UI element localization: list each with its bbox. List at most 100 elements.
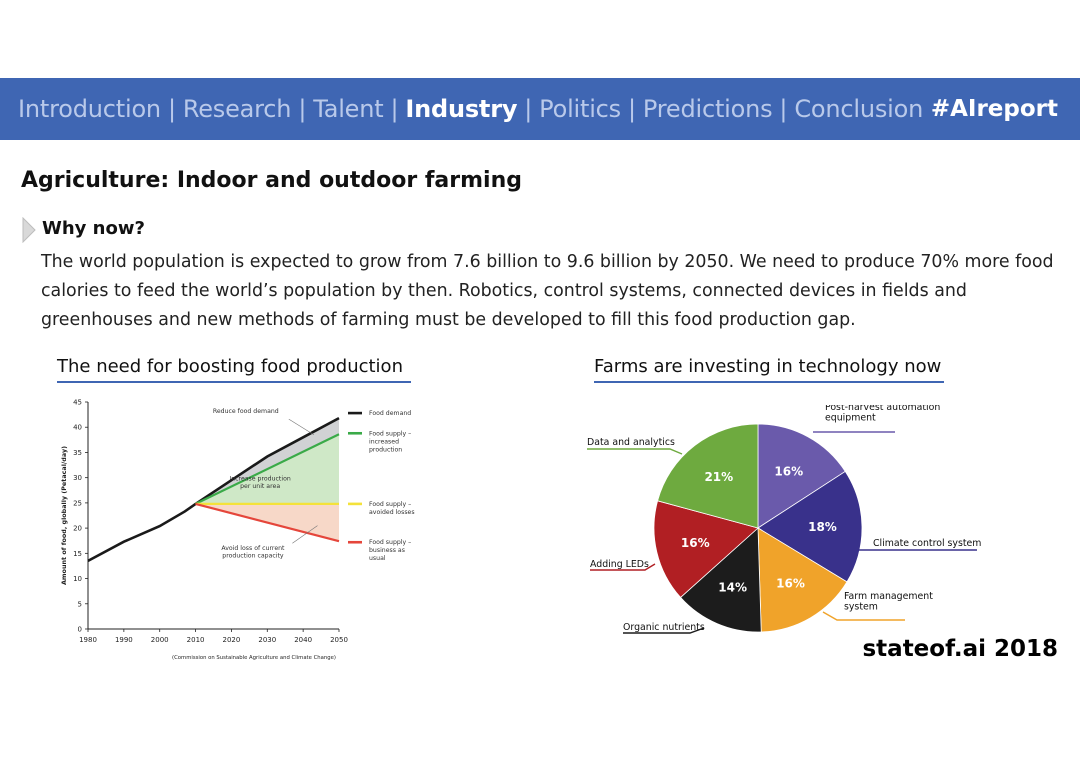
legend-label-line: Food supply – <box>369 539 411 546</box>
legend-label-line: business as <box>369 547 405 554</box>
annotation-label-line: per unit area <box>240 483 280 490</box>
pie-category-label: Organic nutrients <box>623 622 705 633</box>
series-line-1 <box>195 433 340 505</box>
x-tick-label: 2050 <box>330 636 348 644</box>
pie-category-label: Farm management system <box>844 591 933 613</box>
pie-category-label: Climate control system <box>873 538 981 549</box>
pie-category-label: Data and analytics <box>587 437 675 448</box>
pie-category-label-line: system <box>844 602 878 613</box>
nav-item-predictions[interactable]: Predictions <box>642 95 773 123</box>
pie-percent-label: 16% <box>776 577 805 591</box>
pie-category-label-line: Farm management <box>844 591 933 602</box>
nav-item-talent[interactable]: Talent <box>313 95 384 123</box>
brand-footer: stateof.ai 2018 <box>862 636 1058 662</box>
technology-investment-pie-chart: 16% Post-harvest automation equipment 18% Cl… <box>587 405 981 634</box>
pie-category-label-line: Post-harvest automation <box>825 405 940 413</box>
annotation-label: Increase production per unit area <box>229 476 290 491</box>
nav-item-conclusion[interactable]: Conclusion <box>794 95 924 123</box>
reduce-demand-area <box>195 418 339 504</box>
nav-separator: | <box>628 95 636 123</box>
legend-label-line: Food supply – <box>369 501 411 508</box>
nav-separator: | <box>779 95 788 123</box>
annotation-pointer <box>292 525 318 544</box>
pie-slice-4 <box>653 500 759 598</box>
annotation-label-line: Increase production <box>229 476 290 483</box>
y-tick-label: 20 <box>73 525 82 533</box>
page-title: Agriculture: Indoor and outdoor farming <box>21 168 522 193</box>
nav-item-research[interactable]: Research <box>182 95 292 123</box>
pie-category-label: Post-harvest automation equipment <box>825 405 940 424</box>
pie-slice-0 <box>757 423 846 529</box>
legend-label-line: increased <box>369 438 399 445</box>
pie-percent-label: 18% <box>808 520 837 534</box>
annotation-label-line: production capacity <box>222 552 284 559</box>
nav-separator: | <box>524 95 533 123</box>
nav-item-industry[interactable]: Industry <box>405 95 518 123</box>
x-tick-label: 1990 <box>115 636 133 644</box>
nav-item-introduction[interactable]: Introduction <box>18 95 161 123</box>
annotation-label-line: Avoid loss of current <box>221 545 285 552</box>
why-now-heading: Why now? <box>42 218 145 239</box>
pie-leader-line <box>590 563 656 571</box>
pie-chart-section-title: Farms are investing in technology now <box>594 356 944 383</box>
food-production-line-chart: 0 5 10 15 20 25 30 35 40 45 1980 1990 2000 2010 2020 20… <box>60 399 415 662</box>
x-tick-label: 2030 <box>258 636 276 644</box>
pie-leader-line <box>587 448 683 455</box>
pie-percent-label: 16% <box>774 464 803 478</box>
legend-label: Food supply – business as usual <box>369 539 411 562</box>
y-tick-label: 0 <box>78 626 82 634</box>
x-tick-label: 1980 <box>79 636 97 644</box>
line-chart-section-title: The need for boosting food production <box>57 356 411 383</box>
y-tick-label: 35 <box>73 449 82 457</box>
nav-separator: | <box>167 95 176 123</box>
pie-slice-5 <box>657 423 759 529</box>
x-tick-label: 2040 <box>294 636 312 644</box>
x-tick-label: 2000 <box>151 636 169 644</box>
pie-category-label-line: Climate control system <box>873 538 981 549</box>
nav-separator: | <box>298 95 307 123</box>
x-tick-label: 2020 <box>223 636 241 644</box>
pie-category-label-line: Data and analytics <box>587 437 675 448</box>
pie-percent-label: 21% <box>704 470 733 484</box>
nav-separator: | <box>390 95 399 123</box>
annotation-label-line: Reduce food demand <box>213 408 279 415</box>
series-line-3 <box>195 502 340 543</box>
pie-percent-label: 16% <box>681 536 710 550</box>
pie-slice-1 <box>757 470 863 583</box>
y-tick-label: 25 <box>73 499 82 507</box>
pie-leader-line <box>822 611 905 621</box>
pie-leader-line <box>623 627 705 634</box>
y-tick-label: 15 <box>73 550 82 558</box>
legend-label: Food supply – avoided losses <box>369 501 415 516</box>
legend-label-line: avoided losses <box>369 509 415 516</box>
annotation-label: Avoid loss of current production capacity <box>221 545 285 560</box>
body-paragraph: The world population is expected to grow… <box>41 252 1054 330</box>
top-navigation-bar: Introduction | Research | Talent | Industry | Po… <box>0 78 1080 140</box>
pie-category-label: Adding LEDs <box>590 559 649 570</box>
source-note: (Commission on Sustainable Agriculture a… <box>172 655 336 661</box>
legend-label: Food supply – increased production <box>369 430 411 453</box>
x-tick-label: 2010 <box>187 636 205 644</box>
play-arrow-icon <box>22 217 36 243</box>
legend-label-line: Food demand <box>369 410 411 417</box>
y-tick-label: 30 <box>73 474 82 482</box>
hashtag-label: #AIreport <box>930 96 1058 122</box>
legend-label-line: production <box>369 446 402 453</box>
y-tick-label: 45 <box>73 399 82 407</box>
y-axis-label: Amount of food, globally (Petacal/day) <box>60 446 68 585</box>
y-tick-label: 40 <box>73 424 82 432</box>
pie-slice-3 <box>680 527 762 633</box>
section-nav: Introduction | Research | Talent | Industry | Po… <box>18 95 923 123</box>
legend-label-line: usual <box>369 555 386 562</box>
y-tick-label: 5 <box>78 600 82 608</box>
pie-category-label-line: equipment <box>825 413 876 424</box>
pie-category-label-line: Organic nutrients <box>623 622 705 633</box>
annotation-pointer <box>288 418 315 436</box>
pie-percent-label: 14% <box>718 580 747 594</box>
legend-label: Food demand <box>369 410 411 417</box>
pie-category-label-line: Adding LEDs <box>590 559 649 570</box>
annotation-label: Reduce food demand <box>213 408 279 415</box>
pie-slice-2 <box>757 527 848 633</box>
nav-item-politics[interactable]: Politics <box>539 95 621 123</box>
y-tick-label: 10 <box>73 575 82 583</box>
